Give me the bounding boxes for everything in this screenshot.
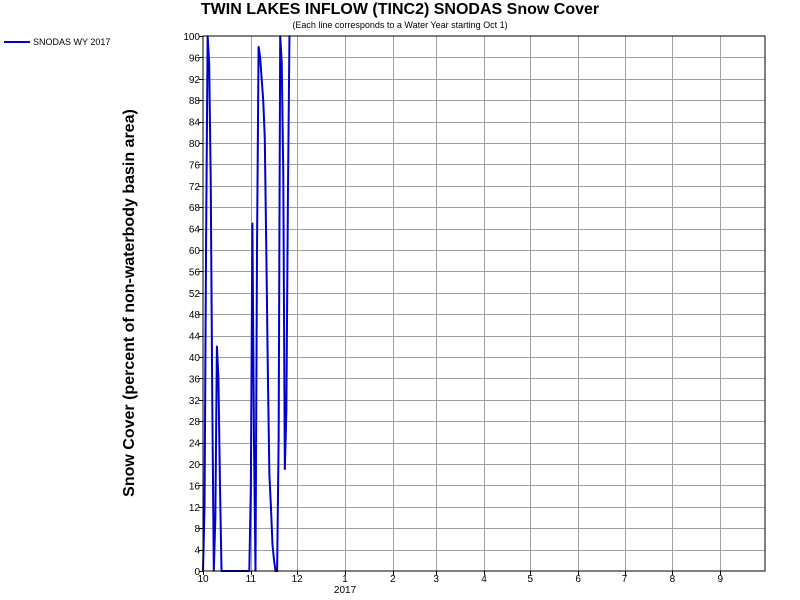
y-tick-label: 76	[189, 160, 201, 171]
x-tick-label: 6	[575, 574, 581, 585]
y-tick-label: 72	[189, 182, 201, 193]
legend-label: SNODAS WY 2017	[33, 37, 111, 47]
data-point	[250, 484, 252, 487]
y-tick-label: 16	[189, 481, 201, 492]
y-axis: 0481216202428323640444852566064687276808…	[183, 32, 203, 578]
x-tick-label: 8	[670, 574, 676, 585]
data-point	[219, 484, 221, 487]
x-tick-label: 2	[390, 574, 396, 585]
data-point	[205, 238, 207, 241]
x-tick-label: 12	[292, 574, 304, 585]
y-tick-label: 92	[189, 75, 201, 86]
data-point	[257, 45, 260, 48]
y-tick-label: 96	[189, 53, 201, 64]
gridlines	[203, 36, 765, 571]
data-point	[253, 436, 255, 439]
y-tick-label: 8	[194, 524, 200, 535]
plot-border	[202, 35, 766, 572]
chart-subtitle: (Each line corresponds to a Water Year s…	[292, 20, 508, 30]
y-tick-label: 20	[189, 460, 201, 471]
data-point	[263, 136, 266, 139]
y-tick-label: 28	[189, 417, 201, 428]
data-point	[251, 222, 254, 225]
x-tick-label: 10	[197, 574, 209, 585]
x-tick-label: 9	[717, 574, 723, 585]
x-tick-label: 11	[246, 574, 257, 585]
y-tick-label: 84	[189, 118, 201, 129]
y-tick-label: 32	[189, 396, 201, 407]
y-tick-label: 4	[194, 546, 200, 557]
data-point	[214, 516, 217, 519]
y-tick-label: 44	[189, 332, 201, 343]
data-point	[256, 243, 258, 246]
data-point	[273, 559, 275, 562]
data-point	[271, 543, 274, 546]
x-tick-label: 1	[342, 574, 348, 585]
data-point	[267, 372, 269, 374]
data-point	[284, 468, 286, 471]
y-tick-label: 0	[194, 567, 200, 578]
data-point	[262, 99, 265, 101]
data-point	[216, 345, 218, 348]
data-point	[277, 436, 280, 439]
legend: SNODAS WY 2017	[4, 35, 110, 49]
y-tick-label: 24	[189, 439, 201, 450]
y-tick-label: 60	[189, 246, 201, 257]
data-point	[287, 195, 289, 198]
data-point	[280, 61, 283, 64]
x-tick-label: 4	[481, 574, 487, 585]
x-year-label: 2017	[334, 585, 357, 596]
data-point	[260, 78, 263, 80]
x-tick-label: 5	[528, 574, 534, 585]
y-tick-label: 48	[189, 310, 201, 321]
data-point	[211, 399, 214, 401]
legend-swatch	[4, 41, 30, 43]
data-point	[282, 174, 285, 176]
data-point	[268, 473, 271, 476]
y-tick-label: 36	[189, 374, 201, 385]
chart-title: TWIN LAKES INFLOW (TINC2) SNODAS Snow Co…	[200, 1, 600, 18]
y-tick-label: 40	[189, 353, 201, 364]
x-tick-label: 7	[622, 574, 628, 585]
data-point	[285, 409, 288, 412]
data-point	[208, 61, 210, 64]
y-tick-label: 52	[189, 289, 201, 300]
y-tick-label: 64	[189, 225, 201, 236]
data-point	[217, 377, 220, 380]
y-tick-label: 56	[189, 267, 201, 278]
data-point	[265, 249, 268, 251]
data-point	[209, 179, 212, 182]
y-tick-label: 68	[189, 203, 201, 214]
y-tick-label: 80	[189, 139, 201, 150]
data-point	[259, 56, 261, 59]
data-point	[270, 506, 272, 508]
x-tick-label: 3	[433, 574, 439, 585]
y-tick-label: 100	[183, 32, 200, 43]
y-tick-label: 12	[189, 503, 201, 514]
data-point	[203, 506, 206, 508]
y-tick-label: 88	[189, 96, 201, 107]
